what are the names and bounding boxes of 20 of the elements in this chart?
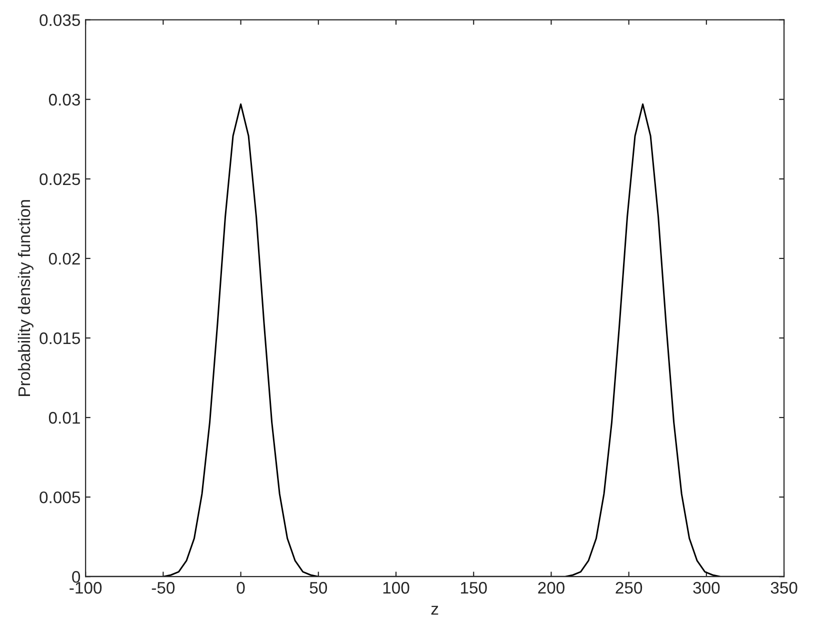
x-tick-label: 0 [236, 582, 245, 594]
y-tick-label: 0.01 [48, 412, 80, 424]
x-tick-label: 250 [616, 582, 642, 594]
y-tick-label: 0.015 [40, 332, 80, 344]
y-tick-label: 0 [72, 571, 80, 583]
x-tick-label: 200 [538, 582, 564, 594]
x-tick-label: -50 [152, 582, 175, 594]
y-tick-label: 0.025 [40, 173, 80, 186]
x-tick-label: 100 [383, 582, 410, 594]
x-tick-label: 150 [460, 582, 487, 594]
x-tick-label: 50 [310, 582, 328, 594]
x-tick-label: -100 [70, 582, 102, 594]
x-axis-title: z [431, 606, 438, 615]
y-tick-label: 0.035 [40, 14, 80, 26]
y-tick-label: 0.03 [48, 94, 80, 106]
y-axis-title: Probability density function [18, 200, 34, 396]
x-tick-label: 350 [770, 582, 798, 594]
y-tick-label: 0.02 [48, 252, 80, 265]
y-tick-label: 0.005 [40, 491, 80, 504]
x-tick-label: 300 [693, 582, 720, 594]
